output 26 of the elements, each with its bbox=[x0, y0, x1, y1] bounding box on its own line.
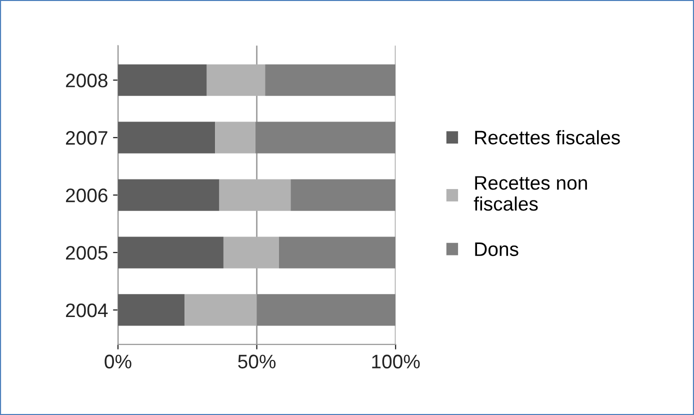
bar bbox=[290, 179, 396, 211]
bar bbox=[206, 64, 266, 96]
bar bbox=[118, 294, 185, 326]
bar bbox=[118, 64, 207, 96]
bar bbox=[184, 294, 257, 326]
y-tick-label: 2004 bbox=[66, 303, 108, 318]
bar bbox=[278, 236, 396, 268]
bar bbox=[118, 122, 216, 154]
x-tick-label: 50% bbox=[238, 354, 276, 368]
y-tick-label: 2006 bbox=[66, 188, 108, 202]
y-tick-label: 2008 bbox=[66, 74, 108, 88]
bar bbox=[215, 122, 256, 154]
bar bbox=[256, 294, 396, 326]
bar bbox=[118, 179, 220, 211]
x-tick-label: 0% bbox=[104, 354, 132, 368]
legend-label: Recettes fiscales bbox=[475, 130, 620, 144]
legend-label: Recettes non fiscales bbox=[474, 176, 587, 211]
bar bbox=[219, 179, 291, 211]
x-tick-label: 100% bbox=[372, 354, 420, 368]
legend-label: Dons bbox=[475, 242, 518, 256]
bar bbox=[265, 64, 396, 96]
bar bbox=[223, 236, 279, 268]
y-tick-label: 2005 bbox=[66, 246, 108, 260]
bar bbox=[118, 236, 224, 268]
bar bbox=[255, 122, 396, 154]
y-tick-label: 2007 bbox=[66, 131, 108, 145]
